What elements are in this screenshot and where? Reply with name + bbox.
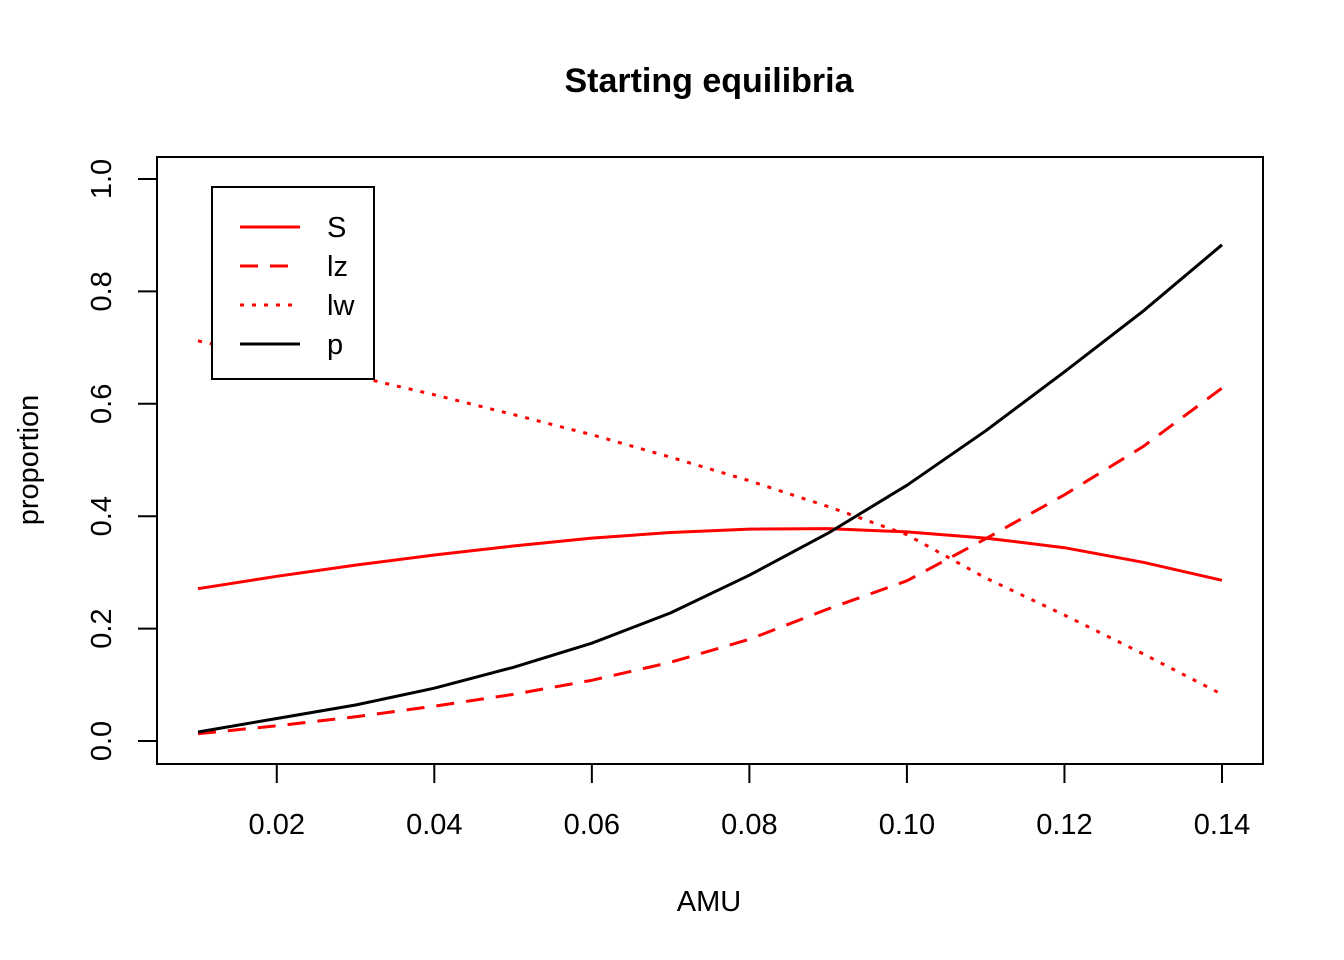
y-tick-label: 1.0 (86, 159, 118, 199)
legend-label-lw: lw (327, 290, 355, 322)
y-axis: 0.0 0.2 0.4 0.6 0.8 1.0 (86, 159, 158, 761)
y-tick-label: 0.8 (86, 271, 118, 311)
series-line-S (197, 527, 1223, 591)
x-axis-label: AMU (677, 886, 741, 918)
legend-box (211, 186, 375, 380)
y-tick-label: 0.0 (86, 721, 118, 761)
series-line-lw (197, 339, 1223, 696)
series-layer (197, 243, 1223, 736)
x-tick-label: 0.06 (564, 809, 620, 841)
series-line-lz (197, 386, 1223, 736)
x-tick-label: 0.02 (249, 809, 305, 841)
x-axis: 0.02 0.04 0.06 0.08 0.10 0.12 0.14 (249, 763, 1250, 841)
legend-label-lz: lz (327, 251, 348, 283)
legend: Slz lw p (211, 186, 375, 380)
x-tick-label: 0.12 (1036, 809, 1092, 841)
y-axis-label: proportion (13, 395, 45, 526)
series-line-p (197, 243, 1223, 734)
chart-title: Starting equilibria (564, 62, 854, 100)
legend-label-p: p (327, 329, 343, 361)
x-tick-label: 0.08 (721, 809, 777, 841)
y-tick-label: 0.6 (86, 384, 118, 424)
y-tick-label: 0.2 (86, 608, 118, 648)
x-tick-label: 0.04 (406, 809, 462, 841)
y-tick-label: 0.4 (86, 496, 118, 536)
x-tick-label: 0.14 (1194, 809, 1250, 841)
x-tick-label: 0.10 (879, 809, 935, 841)
legend-label-S: S (327, 212, 346, 244)
